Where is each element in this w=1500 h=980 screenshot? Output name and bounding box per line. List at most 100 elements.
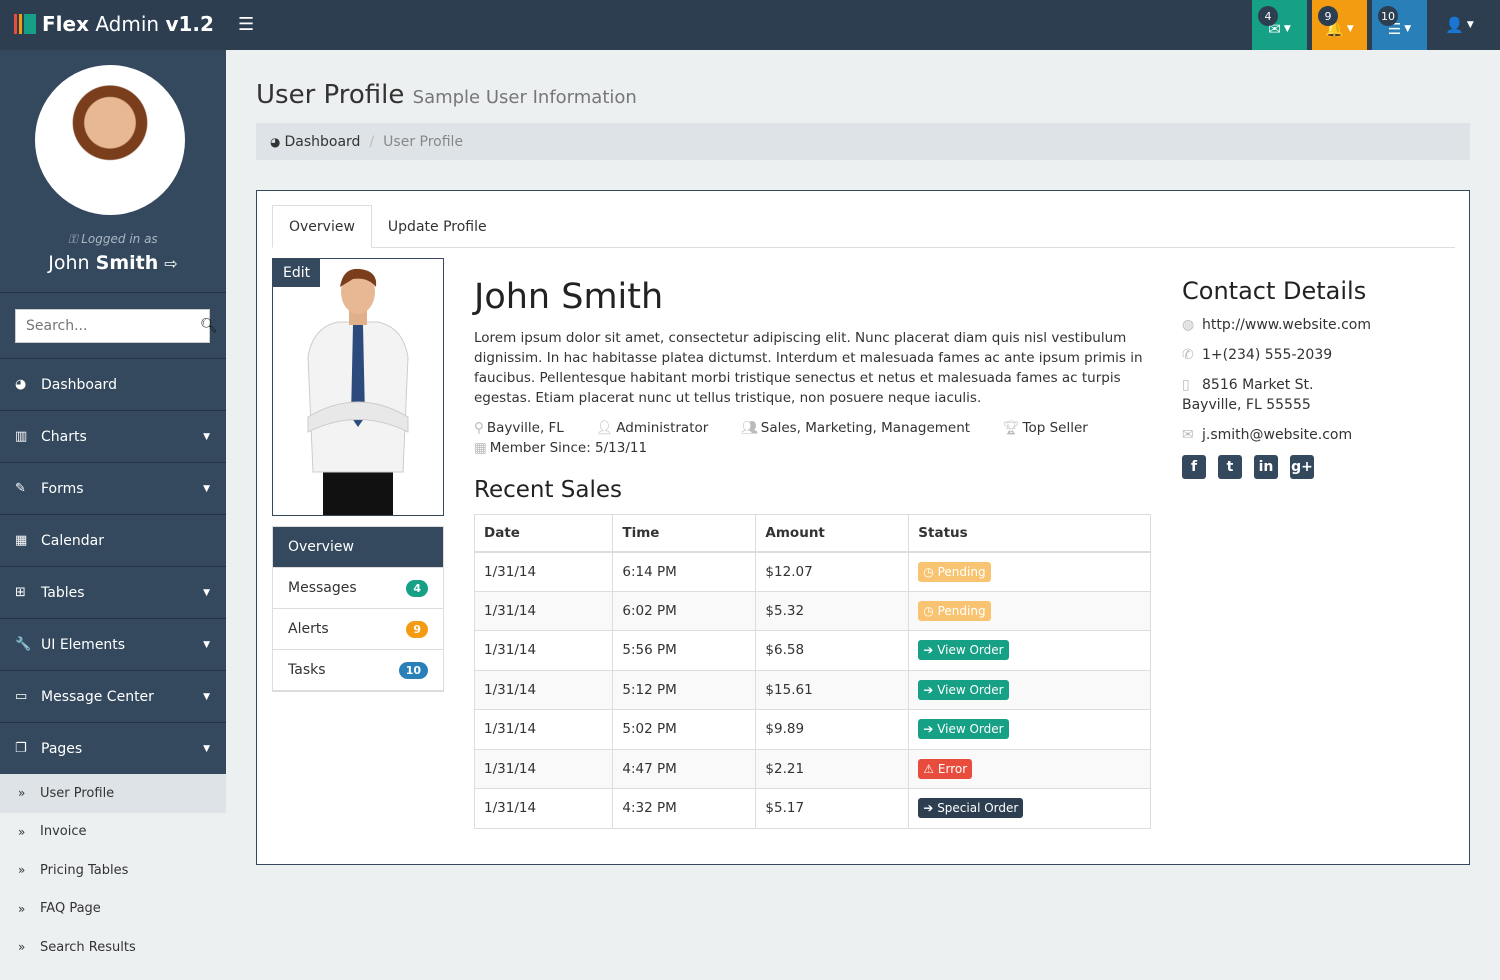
first-name: John (48, 252, 90, 274)
page-subtitle: Sample User Information (412, 87, 637, 108)
submenu-item-pricing-tables[interactable]: » Pricing Tables (0, 851, 226, 890)
brand-name: Flex (42, 12, 89, 36)
calendar-icon: ▦ (15, 533, 28, 548)
breadcrumb-current: User Profile (383, 133, 464, 150)
page-title: User Profile Sample User Information (256, 80, 637, 110)
sidebar-item-dashboard[interactable]: ◕ Dashboard (0, 359, 226, 411)
status-error-label[interactable]: ⚠ Error (918, 758, 973, 779)
website-link[interactable]: http://www.website.com (1202, 317, 1371, 333)
sidebar-item-forms[interactable]: ✎ Forms ▼ (0, 463, 226, 515)
submenu-item-user-profile[interactable]: » User Profile (0, 774, 226, 813)
status-pending-label[interactable]: ◷ Pending (918, 600, 991, 621)
submenu-item-invoice[interactable]: » Invoice (0, 813, 226, 852)
double-chevron-right-icon: » (18, 824, 26, 839)
topnav-tasks-dropdown[interactable]: 10 ☰ ▼ (1372, 0, 1427, 50)
topnav-envelope-dropdown[interactable]: 4 ✉ ▼ (1252, 0, 1307, 50)
files-icon: ❐ (15, 741, 27, 756)
topnav-user-dropdown[interactable]: 👤 ▼ (1432, 0, 1487, 50)
sidebar-item-message-center[interactable]: ▭ Message Center ▼ (0, 671, 226, 723)
profile-menu-label: Tasks (288, 662, 326, 678)
cell-date: 1/31/14 (473, 551, 614, 592)
cell-status: ◷ Pending (908, 590, 1151, 631)
twitter-icon[interactable]: t (1218, 455, 1242, 479)
submenu-item-search-results[interactable]: » Search Results (0, 928, 226, 967)
cell-date: 1/31/14 (473, 788, 614, 829)
avatar (35, 65, 185, 215)
location: Bayville, FL (486, 420, 564, 436)
sidebar-item-charts[interactable]: ▥ Charts ▼ (0, 411, 226, 463)
breadcrumb-home[interactable]: Dashboard (284, 133, 361, 150)
pages-submenu: » User Profile » Invoice » Pricing Tables » FAQ… (0, 774, 226, 980)
sidebar-item-label: Charts (41, 428, 87, 445)
table-header: Date Time Amount Status (473, 514, 1151, 553)
caret-down-icon: ▼ (1466, 20, 1474, 30)
submenu-item-label: User Profile (40, 785, 115, 801)
status-view-order-label[interactable]: ➔ View Order (918, 640, 1009, 661)
sidebar-item-tables[interactable]: ⊞ Tables ▼ (0, 567, 226, 619)
table-row: 1/31/14 4:47 PM $2.21 ⚠ Error (473, 748, 1151, 789)
cell-date: 1/31/14 (473, 748, 614, 789)
profile-menu-alerts[interactable]: Alerts 9 (273, 609, 443, 650)
brand[interactable]: Flex Admin v1.2 (14, 12, 214, 36)
linkedin-icon[interactable]: in (1254, 455, 1278, 479)
table-row: 1/31/14 4:32 PM $5.17 ➔ Special Order (473, 788, 1151, 829)
profile-panel: Overview Update Profile Edit Overview Mess… (256, 190, 1470, 865)
profile-menu-overview[interactable]: Overview (273, 527, 443, 568)
topnav-count-badge: 4 (1258, 6, 1278, 26)
cell-date: 1/31/14 (473, 709, 614, 750)
cell-status: ➔ Special Order (908, 788, 1151, 829)
sidebar-item-ui-elements[interactable]: 🔧 UI Elements ▼ (0, 619, 226, 671)
sidebar-item-pages[interactable]: ❐ Pages ▼ (0, 723, 226, 775)
top-navbar: Flex Admin v1.2 ☰ 4 ✉ ▼ 9 🔔 ▼ 10 ☰ ▼ 👤 ▼ (0, 0, 1500, 50)
profile-menu-label: Overview (288, 539, 354, 555)
profile-photo: Edit (272, 258, 444, 516)
cell-amount: $5.32 (755, 590, 910, 631)
status-special-order-label[interactable]: ➔ Special Order (918, 798, 1024, 819)
building-icon: ▯ (1182, 377, 1190, 393)
status-view-order-label[interactable]: ➔ View Order (918, 679, 1009, 700)
cell-amount: $12.07 (755, 551, 910, 592)
sign-out-icon[interactable]: ⇨ (164, 254, 178, 273)
google-plus-icon[interactable]: g+ (1290, 455, 1314, 479)
profile-menu: Overview Messages 4 Alerts 9 Tasks 10 (272, 526, 444, 692)
search-icon[interactable]: 🔍︎ (200, 318, 218, 334)
profile-menu-messages[interactable]: Messages 4 (273, 568, 443, 609)
sidebar-item-label: Dashboard (41, 376, 117, 393)
sidebar-item-label: Calendar (41, 532, 104, 549)
facebook-icon[interactable]: f (1182, 455, 1206, 479)
sidebar-item-calendar[interactable]: ▦ Calendar (0, 515, 226, 567)
column-header: Status (908, 514, 1151, 553)
sidebar-item-label: Tables (41, 584, 85, 601)
cell-amount: $6.58 (755, 630, 910, 671)
caret-down-icon: ▼ (203, 587, 210, 598)
search-input[interactable] (26, 318, 200, 334)
caret-down-icon: ▼ (203, 743, 210, 754)
table-row: 1/31/14 6:02 PM $5.32 ◷ Pending (473, 590, 1151, 631)
topnav-bell-dropdown[interactable]: 9 🔔 ▼ (1312, 0, 1367, 50)
profile-tabs: Overview Update Profile (272, 205, 1455, 248)
status-view-order-label[interactable]: ➔ View Order (918, 719, 1009, 740)
last-name: Smith (95, 252, 159, 274)
profile-menu-tasks[interactable]: Tasks 10 (273, 650, 443, 691)
bar-chart-icon: ▥ (15, 429, 28, 444)
menu-toggle-icon[interactable]: ☰ (238, 14, 255, 35)
cell-date: 1/31/14 (473, 669, 614, 710)
social-links: f t in g+ (1182, 455, 1314, 479)
address-line-2: Bayville, FL 55555 (1182, 397, 1311, 413)
submenu-item-faq-page[interactable]: » FAQ Page (0, 890, 226, 929)
user-name: John Smith ⇨ (0, 252, 226, 274)
map-marker-icon: ⚲ (474, 420, 484, 436)
person-photo (307, 268, 409, 515)
contact-title: Contact Details (1182, 277, 1367, 305)
tab-overview[interactable]: Overview (272, 205, 372, 248)
topnav-count-badge: 9 (1318, 6, 1338, 26)
cell-amount: $15.61 (755, 669, 910, 710)
tab-update-profile[interactable]: Update Profile (387, 218, 487, 235)
table-row: 1/31/14 6:14 PM $12.07 ◷ Pending (473, 551, 1151, 592)
email-link[interactable]: j.smith@website.com (1202, 427, 1353, 443)
divider (0, 358, 226, 359)
edit-photo-button[interactable]: Edit (273, 259, 321, 287)
caret-down-icon: ▼ (1283, 24, 1291, 34)
sidebar-item-label: Message Center (41, 688, 154, 705)
status-pending-label[interactable]: ◷ Pending (918, 561, 991, 582)
